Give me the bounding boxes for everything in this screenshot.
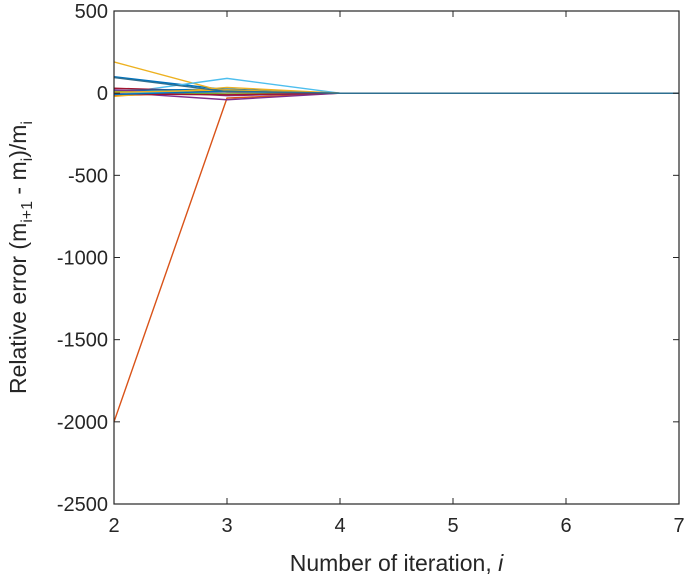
x-axis-title-var: i (498, 550, 504, 576)
y-axis-title-part-3: )/m (5, 125, 31, 158)
x-axis-title: Number of iteration, i (290, 550, 504, 576)
y-tick-label-0: 0 (97, 83, 108, 105)
x-tick-label-7: 7 (673, 515, 684, 537)
series-line-17 (113, 76, 679, 94)
x-tick-label-6: 6 (560, 515, 571, 537)
ticks-layer: 2 3 4 5 6 7 500 0 -500 -1000 -1500 -2000 -2500 (57, 1, 685, 537)
y-axis-title-part-1: Relative error (m (5, 223, 31, 394)
x-tick-label-2: 2 (108, 515, 119, 537)
y-axis-title-sub-2: i (19, 158, 36, 162)
y-tick-label--1500: -1500 (57, 330, 108, 352)
series-layer (113, 61, 679, 423)
y-axis-title-sub-1: i+1 (19, 201, 36, 223)
y-axis-title-part-2: - m (5, 161, 31, 201)
x-axis-title-text: Number of iteration, (290, 550, 498, 576)
y-tick-label-500: 500 (75, 1, 108, 23)
y-axis-title-sub-3: i (19, 121, 36, 125)
y-tick-label--2000: -2000 (57, 412, 108, 434)
y-tick-label--500: -500 (68, 165, 108, 187)
x-tick-label-4: 4 (334, 515, 345, 537)
y-tick-label--2500: -2500 (57, 494, 108, 516)
y-axis-title: Relative error (mi+1 - mi)/mi (5, 121, 36, 394)
y-tick-label--1000: -1000 (57, 248, 108, 270)
x-tick-label-3: 3 (221, 515, 232, 537)
x-tick-label-5: 5 (447, 515, 458, 537)
